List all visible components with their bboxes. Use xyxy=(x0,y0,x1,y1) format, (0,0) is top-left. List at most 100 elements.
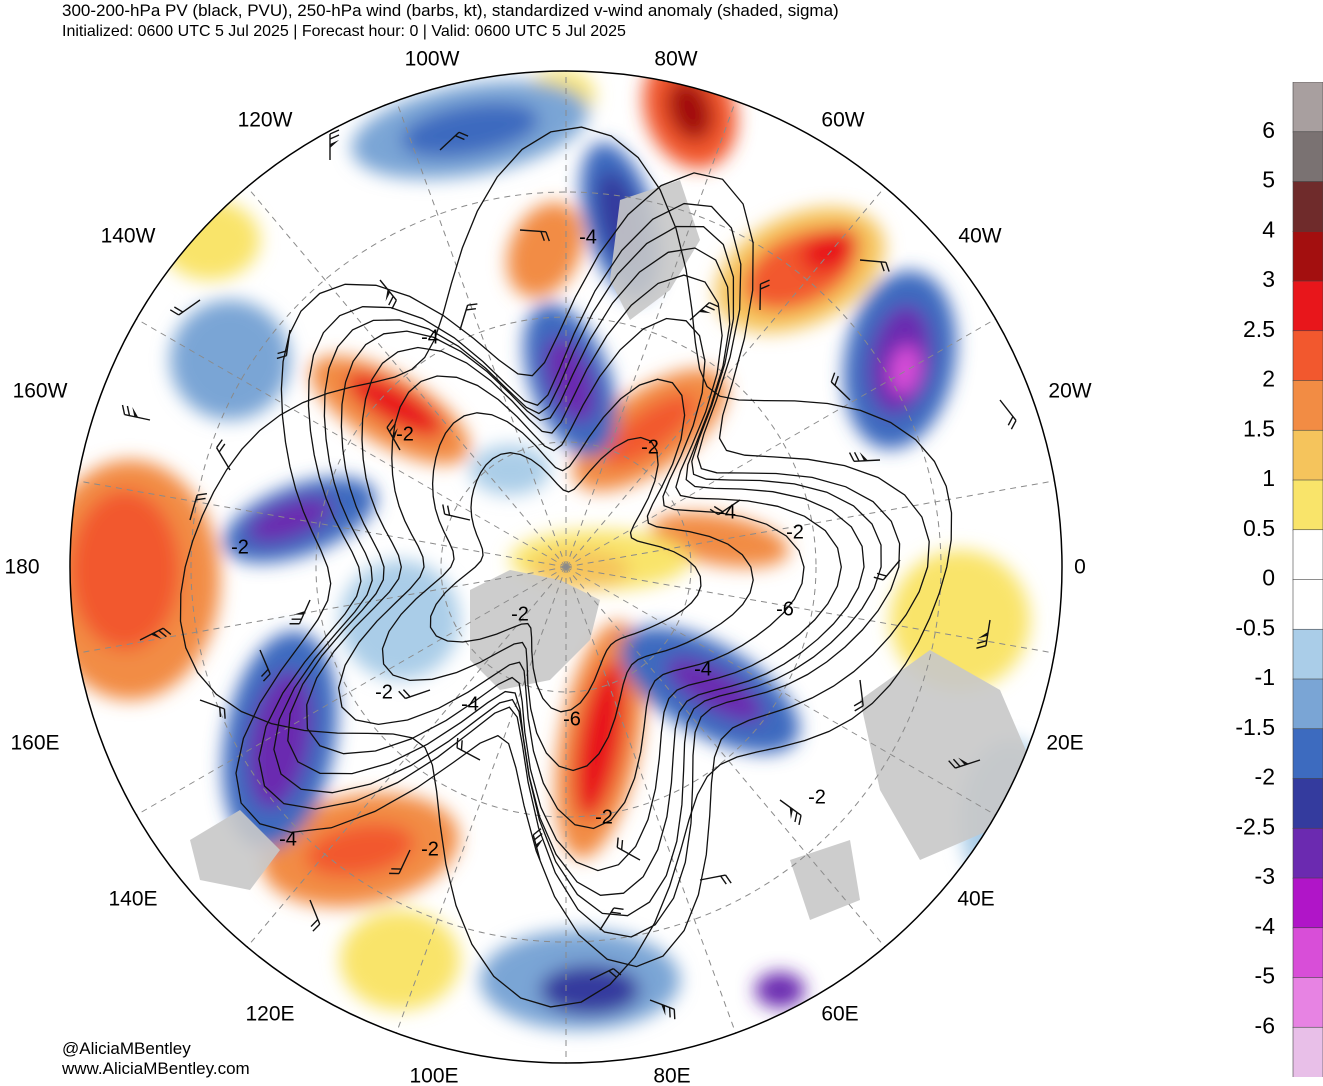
wind-barb xyxy=(289,599,311,625)
anomaly-blob xyxy=(889,345,921,395)
wind-barb xyxy=(439,131,469,151)
colorbar-tick-label: 0.5 xyxy=(1243,515,1275,541)
longitude-label: 100E xyxy=(409,1065,458,1086)
land-mass xyxy=(860,650,1030,860)
map-boundary xyxy=(69,70,1063,1064)
wind-barb xyxy=(779,799,802,826)
colorbar-box xyxy=(1292,628,1323,680)
contour-label: -2 xyxy=(231,536,249,558)
longitude-label: 80W xyxy=(654,48,697,71)
land-mass xyxy=(790,840,860,920)
longitude-label: 180 xyxy=(4,556,39,579)
contour-label: -4 xyxy=(279,828,297,850)
meridian-line xyxy=(395,566,567,1034)
wind-barb xyxy=(830,372,851,401)
longitude-label: 20W xyxy=(1048,380,1091,403)
pv-contour xyxy=(429,436,702,713)
wind-barb xyxy=(389,849,411,875)
land-masses xyxy=(190,180,1030,920)
map-disk: -4 -4 -2 -2 -2 -4 -2 -6 -4 -2 -4 -6 -2 -2 -4 -2 -2 xyxy=(70,71,1062,1063)
colorbar-tick-label: -6 xyxy=(1255,1012,1275,1038)
colorbar-boxes xyxy=(1292,82,1323,1077)
meridian-line xyxy=(246,186,567,568)
colorbar-tick-label: 3 xyxy=(1262,266,1275,292)
anomaly-blob xyxy=(801,227,859,273)
pv-contour xyxy=(235,172,930,968)
contour-label: -2 xyxy=(375,681,393,703)
meridian-line xyxy=(395,100,567,568)
wind-barb xyxy=(189,492,208,521)
colorbar-box xyxy=(1292,380,1323,432)
wind-barb xyxy=(519,229,550,242)
contour-label: -2 xyxy=(641,436,659,458)
colorbar-box xyxy=(1292,778,1323,830)
colorbar-tick-label: 4 xyxy=(1262,216,1275,242)
colorbar-tick-label: 2.5 xyxy=(1243,316,1275,342)
colorbar-box xyxy=(1292,82,1323,133)
longitude-label: 60E xyxy=(821,1003,858,1026)
colorbar-box xyxy=(1292,827,1323,879)
wind-barb xyxy=(948,757,981,769)
colorbar-box xyxy=(1292,181,1323,233)
wind-barb xyxy=(689,301,719,321)
pv-contour xyxy=(381,378,754,772)
colorbar-box xyxy=(1292,131,1323,183)
contour-label: -6 xyxy=(776,598,794,620)
wind-barb xyxy=(169,299,201,316)
anomaly-blob xyxy=(540,965,640,1015)
pv-contours xyxy=(179,126,953,1008)
colorbar-box xyxy=(1292,1026,1323,1077)
colorbar-tick-label: 0 xyxy=(1262,565,1275,591)
wind-barb xyxy=(873,559,901,581)
longitude-label: 0 xyxy=(1074,556,1086,579)
wind-barb xyxy=(532,828,544,861)
meridian-line xyxy=(565,566,737,1034)
longitude-label: 40W xyxy=(958,225,1001,248)
colorbar-tick-label: -0.5 xyxy=(1235,614,1275,640)
contour-label: -4 xyxy=(421,326,439,348)
meridian-line xyxy=(565,566,996,816)
contour-label: -4 xyxy=(718,501,736,523)
longitude-label: 120W xyxy=(238,109,293,132)
anomaly-blob xyxy=(170,300,290,420)
credit-website: www.AliciaMBentley.com xyxy=(62,1059,250,1078)
wind-barb xyxy=(616,837,641,861)
colorbar-tick-label: -4 xyxy=(1255,913,1276,939)
anomaly-blob xyxy=(346,373,444,437)
longitude-label: 140W xyxy=(101,225,156,248)
wind-barb xyxy=(599,907,624,931)
wind-barb xyxy=(589,967,622,981)
contour-labels: -4 -4 -2 -2 -2 -4 -2 -6 -4 -2 -4 -6 -2 -2 -4 -2 -2 xyxy=(231,226,826,860)
meridian-line xyxy=(565,318,996,568)
wind-barb xyxy=(276,329,291,360)
land-mass xyxy=(610,180,700,320)
anomaly-blob xyxy=(506,202,584,298)
wind-barb xyxy=(459,303,478,331)
wind-barb xyxy=(699,874,732,885)
wind-barb xyxy=(999,399,1017,430)
meridian-line xyxy=(565,480,1055,568)
credit-handle: @AliciaMBentley xyxy=(62,1039,191,1058)
colorbar-box xyxy=(1292,728,1323,780)
wind-barb xyxy=(216,439,231,471)
colorbar-box xyxy=(1292,678,1323,730)
anomaly-blob xyxy=(470,445,550,495)
wind-barb xyxy=(456,737,481,761)
longitude-label: 100W xyxy=(405,48,460,71)
wind-barb xyxy=(853,679,864,712)
meridian-line xyxy=(136,318,567,568)
contour-label: -2 xyxy=(511,603,529,625)
colorbar-box xyxy=(1292,529,1323,581)
meridian-line xyxy=(565,100,737,568)
colorbar-box xyxy=(1292,579,1323,631)
anomaly-blob xyxy=(248,670,312,810)
colorbar-tick-label: -2.5 xyxy=(1235,813,1275,839)
wind-barb xyxy=(309,899,321,932)
colorbar-tick-label: 1 xyxy=(1262,465,1275,491)
map-title: 300-200-hPa PV (black, PVU), 250-hPa win… xyxy=(62,1,839,20)
wind-barb xyxy=(709,499,741,516)
meridian-line xyxy=(246,566,567,948)
colorbar-tick-label: -3 xyxy=(1255,863,1275,889)
meridian-line xyxy=(565,186,886,568)
anomaly-blob xyxy=(755,972,805,1008)
